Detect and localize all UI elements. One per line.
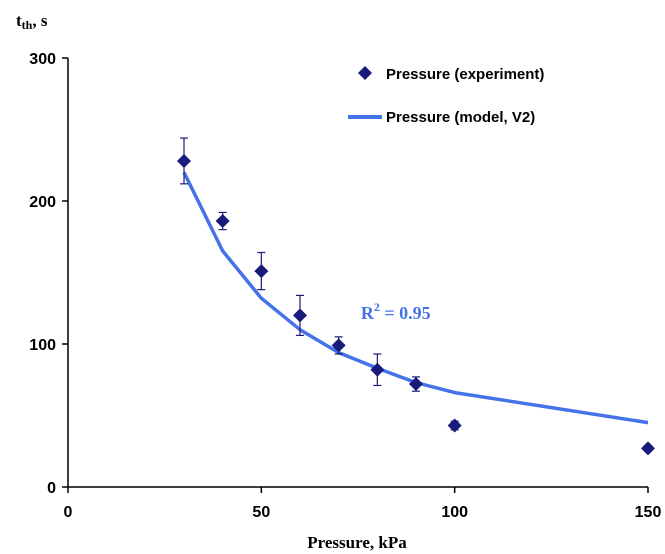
- y-tick-label: 300: [29, 51, 56, 68]
- data-point: [254, 264, 269, 279]
- r-squared-sup: 2: [374, 300, 380, 314]
- y-tick-label: 200: [29, 194, 56, 211]
- x-tick-label: 50: [252, 504, 270, 521]
- y-tick-label: 100: [29, 337, 56, 354]
- data-point: [293, 308, 307, 323]
- x-tick-label: 0: [64, 504, 73, 521]
- data-point: [641, 441, 655, 456]
- data-point: [370, 362, 385, 377]
- data-point: [215, 214, 230, 229]
- y-axis-title-sub: th: [22, 18, 33, 32]
- data-points: [177, 153, 655, 456]
- y-axis-title-suffix: , s: [32, 11, 48, 30]
- data-point: [331, 338, 346, 353]
- legend-experiment-marker: [358, 66, 372, 80]
- x-tick-label: 150: [635, 504, 662, 521]
- y-axis-title-main: t: [16, 11, 22, 30]
- x-tick-label: 100: [441, 504, 468, 521]
- legend-experiment-label: Pressure (experiment): [386, 66, 544, 83]
- x-axis-title: Pressure, kPa: [307, 533, 407, 552]
- legend: Pressure (experiment) Pressure (model, V…: [348, 66, 544, 126]
- data-point: [177, 153, 191, 168]
- data-point: [447, 418, 462, 433]
- r-squared-main: R: [361, 303, 375, 323]
- r-squared-annotation: R2 = 0.95: [361, 300, 431, 323]
- legend-model-label: Pressure (model, V2): [386, 109, 535, 126]
- plot-area: 0 100 200 300 0 50 100 150: [29, 51, 661, 521]
- y-tick-label: 0: [47, 480, 56, 497]
- x-ticks: 0 50 100 150: [64, 487, 662, 521]
- r-squared-rest: = 0.95: [380, 303, 431, 323]
- data-point: [409, 377, 423, 392]
- y-ticks: 0 100 200 300: [29, 51, 68, 497]
- y-axis-title: tth, s: [16, 11, 48, 32]
